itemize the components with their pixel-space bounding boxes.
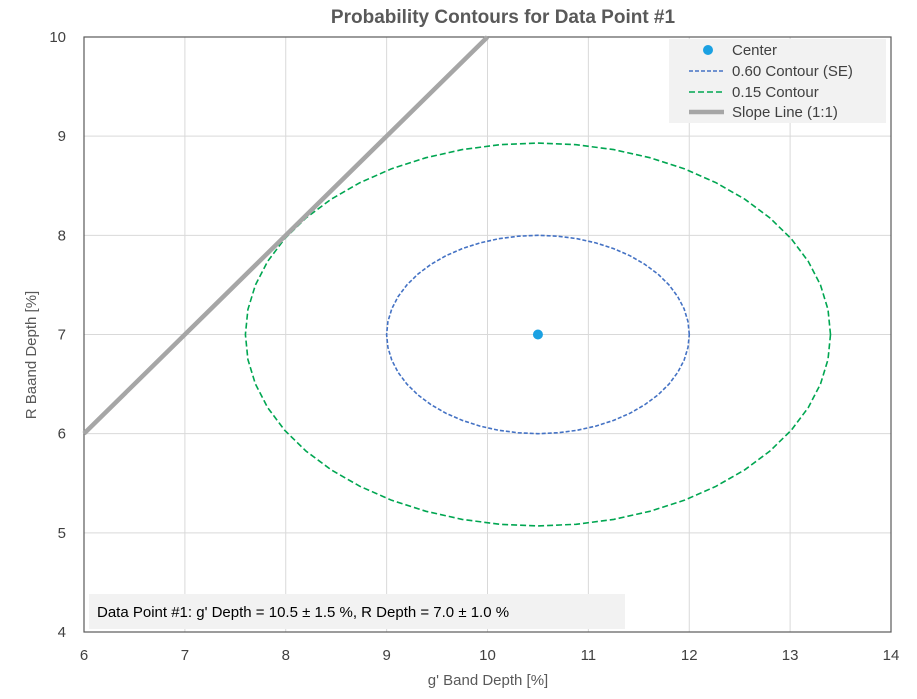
contour-015-line bbox=[244, 142, 832, 527]
annotation-background bbox=[89, 594, 625, 629]
slope-line bbox=[82, 35, 490, 436]
legend: Center 0.60 Contour (SE) 0.15 Contour Slope… bbox=[669, 39, 886, 123]
legend-label: 0.60 Contour (SE) bbox=[732, 63, 853, 80]
x-tick-label: 10 bbox=[479, 647, 496, 664]
legend-marker-center bbox=[703, 45, 713, 55]
x-tick-label: 6 bbox=[80, 647, 88, 664]
x-tick-label: 14 bbox=[883, 647, 900, 664]
x-tick-label: 9 bbox=[382, 647, 390, 664]
x-tick-label: 13 bbox=[782, 647, 799, 664]
x-tick-labels: 6 7 8 9 10 11 12 13 14 bbox=[80, 647, 900, 664]
y-tick-labels: 4 5 6 7 8 9 10 bbox=[49, 29, 66, 641]
x-tick-label: 11 bbox=[581, 647, 597, 664]
y-tick-label: 9 bbox=[58, 128, 66, 145]
annotation-text: Data Point #1: g' Depth = 10.5 ± 1.5 %, … bbox=[97, 604, 509, 621]
center-point bbox=[532, 329, 543, 340]
legend-label: Slope Line (1:1) bbox=[732, 104, 838, 121]
x-tick-label: 8 bbox=[282, 647, 290, 664]
contour-060-line bbox=[385, 234, 691, 435]
x-axis-label: g' Band Depth [%] bbox=[428, 672, 548, 689]
y-tick-label: 4 bbox=[58, 624, 66, 641]
y-tick-label: 10 bbox=[49, 29, 66, 46]
legend-label: 0.15 Contour bbox=[732, 84, 819, 101]
x-tick-label: 12 bbox=[681, 647, 698, 664]
annotation-box: Data Point #1: g' Depth = 10.5 ± 1.5 %, … bbox=[89, 594, 625, 629]
y-tick-label: 6 bbox=[58, 426, 66, 443]
y-tick-label: 8 bbox=[58, 227, 66, 244]
chart-title: Probability Contours for Data Point #1 bbox=[331, 7, 676, 28]
x-tick-label: 7 bbox=[181, 647, 189, 664]
y-tick-label: 5 bbox=[58, 525, 66, 542]
legend-label: Center bbox=[732, 42, 777, 59]
y-axis-label: R Baand Depth [%] bbox=[23, 291, 40, 419]
y-tick-label: 7 bbox=[58, 327, 66, 344]
series-layer bbox=[82, 35, 832, 527]
